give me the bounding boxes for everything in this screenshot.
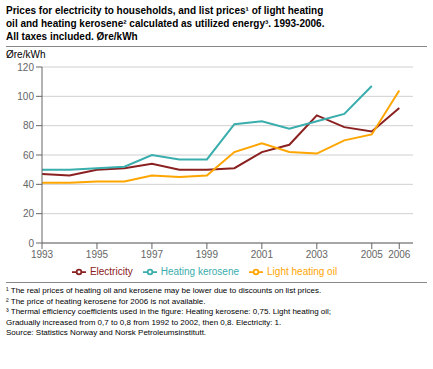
html-text:Gradually increased from 0,7 t: Gradually increased from 0,7 to 0,8 from… — [6, 317, 282, 327]
html-text:oil and heating kerosene² calc: oil and heating kerosene² calculated as … — [6, 18, 325, 29]
html-text:Electricity: Electricity — [89, 265, 133, 277]
svg-text:60: 60 — [23, 150, 35, 161]
svg-text:80: 80 — [23, 120, 35, 131]
html-text:³ Thermal efficiency coefficie: ³ Thermal efficiency coefficients used i… — [6, 307, 332, 316]
html-text:¹ The real prices of heating o: ¹ The real prices of heating oil and ker… — [6, 286, 322, 295]
svg-text:20: 20 — [23, 208, 35, 219]
html-text:Prices for electricity to hous: Prices for electricity to households, an… — [6, 5, 324, 16]
svg-text:2003: 2003 — [306, 249, 329, 260]
html-text:Øre/kWh: Øre/kWh — [6, 49, 46, 60]
svg-text:1999: 1999 — [196, 249, 219, 260]
svg-text:1997: 1997 — [141, 249, 164, 260]
html-text:All taxes included. Øre/kWh: All taxes included. Øre/kWh — [6, 31, 138, 42]
svg-text:0: 0 — [28, 238, 34, 249]
svg-text:40: 40 — [23, 179, 35, 190]
svg-text:2005: 2005 — [361, 249, 384, 260]
svg-text:1993: 1993 — [31, 249, 54, 260]
html-text:Heating kerosene: Heating kerosene — [160, 265, 240, 277]
html-text:Source: Statistics Norway and: Source: Statistics Norway and Norsk Petr… — [6, 328, 207, 337]
html-text:² The price of heating kerosen: ² The price of heating kerosene for 2006… — [6, 296, 206, 306]
svg-text:1995: 1995 — [86, 249, 109, 260]
svg-text:120: 120 — [17, 62, 34, 73]
svg-text:100: 100 — [17, 91, 34, 102]
svg-text:2006: 2006 — [388, 249, 411, 260]
svg-text:2001: 2001 — [251, 249, 274, 260]
html-text:Light heating oil: Light heating oil — [267, 265, 338, 277]
